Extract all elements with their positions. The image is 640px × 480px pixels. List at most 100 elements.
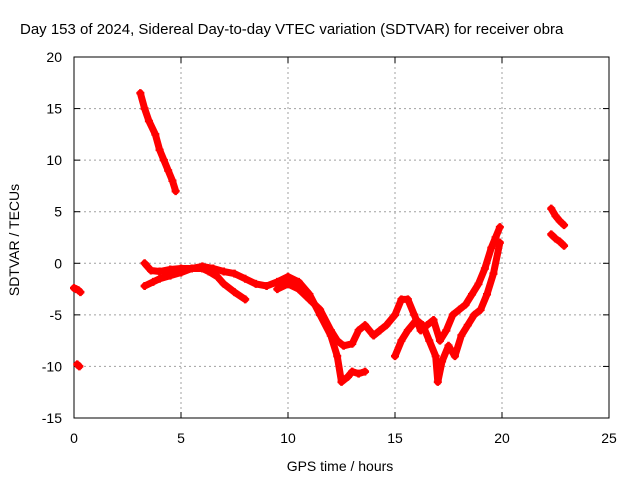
data-point bbox=[140, 281, 149, 290]
data-point bbox=[560, 221, 569, 230]
data-point bbox=[495, 238, 504, 247]
data-point bbox=[316, 305, 325, 314]
data-point bbox=[140, 259, 149, 268]
data-point bbox=[435, 336, 444, 345]
data-point bbox=[177, 268, 185, 277]
data-point bbox=[429, 316, 438, 325]
x-tick-label: 20 bbox=[494, 430, 510, 446]
data-point bbox=[412, 316, 421, 325]
x-tick-label: 5 bbox=[177, 430, 185, 446]
series-track-c bbox=[136, 89, 180, 196]
data-point bbox=[397, 336, 406, 345]
series-trace bbox=[547, 230, 568, 250]
data-point bbox=[151, 130, 160, 139]
data-point bbox=[476, 305, 485, 314]
chart-title: Day 153 of 2024, Sidereal Day-to-day VTE… bbox=[20, 21, 564, 38]
data-point bbox=[444, 341, 453, 350]
series-track-f bbox=[273, 223, 504, 350]
data-point bbox=[155, 145, 164, 154]
y-tick-label: 0 bbox=[54, 255, 62, 271]
data-point bbox=[361, 367, 370, 376]
data-point bbox=[241, 295, 250, 304]
data-point bbox=[75, 362, 84, 371]
series-track-e bbox=[140, 264, 250, 304]
data-point bbox=[213, 272, 222, 281]
data-point bbox=[337, 377, 346, 386]
data-point bbox=[230, 288, 239, 297]
data-point bbox=[343, 372, 352, 381]
data-point bbox=[491, 233, 500, 242]
data-point bbox=[187, 264, 196, 273]
data-point bbox=[333, 336, 342, 345]
data-point bbox=[348, 339, 357, 348]
data-point bbox=[425, 336, 434, 345]
data-point bbox=[487, 243, 496, 252]
data-point bbox=[547, 230, 556, 239]
data-point bbox=[204, 267, 213, 276]
series-track-h bbox=[547, 204, 569, 230]
data-point bbox=[551, 211, 560, 220]
data-point bbox=[495, 223, 504, 232]
data-point bbox=[166, 271, 175, 280]
data-point bbox=[450, 352, 459, 361]
y-axis-label: SDTVAR / TECUs bbox=[6, 184, 22, 296]
series-track-g bbox=[391, 238, 504, 386]
data-point bbox=[230, 269, 239, 278]
data-point bbox=[251, 279, 260, 288]
data-point bbox=[155, 274, 164, 283]
data-point bbox=[468, 290, 477, 299]
data-point bbox=[382, 321, 391, 330]
data-point bbox=[418, 321, 427, 330]
y-tick-label: 5 bbox=[54, 204, 62, 220]
data-point bbox=[442, 326, 451, 335]
data-point bbox=[448, 310, 457, 319]
data-series bbox=[70, 89, 569, 386]
data-point bbox=[147, 266, 156, 275]
data-point bbox=[433, 377, 442, 386]
data-point bbox=[273, 277, 282, 286]
y-tick-label: -5 bbox=[50, 307, 63, 323]
data-point bbox=[455, 305, 464, 314]
y-tick-label: 20 bbox=[46, 49, 62, 65]
data-point bbox=[431, 352, 440, 361]
data-point bbox=[461, 300, 470, 309]
data-point bbox=[136, 89, 145, 98]
data-point bbox=[547, 204, 556, 213]
x-tick-label: 10 bbox=[280, 430, 296, 446]
y-tick-label: -15 bbox=[42, 410, 62, 426]
data-point bbox=[483, 290, 492, 299]
data-point bbox=[555, 237, 564, 246]
data-point bbox=[171, 187, 180, 196]
data-point bbox=[76, 288, 85, 297]
series-track-a bbox=[70, 284, 85, 297]
data-point bbox=[219, 279, 228, 288]
data-point bbox=[489, 269, 498, 278]
data-point bbox=[348, 367, 357, 376]
data-point bbox=[361, 321, 370, 330]
data-point bbox=[391, 352, 399, 361]
data-point bbox=[354, 326, 363, 335]
data-point bbox=[144, 116, 153, 125]
data-point bbox=[391, 310, 399, 319]
data-point bbox=[474, 279, 483, 288]
data-point bbox=[438, 357, 447, 366]
axis-ticks: 0 5 10 15 20 25 -15 -10 -5 0 5 10 15 20 bbox=[42, 49, 617, 446]
y-tick-label: 15 bbox=[46, 101, 62, 117]
y-tick-label: 10 bbox=[46, 152, 62, 168]
data-point bbox=[294, 277, 303, 286]
data-point bbox=[262, 281, 271, 290]
plot-frame bbox=[73, 56, 610, 419]
data-point bbox=[149, 277, 158, 286]
series-trace bbox=[547, 205, 568, 229]
x-tick-label: 15 bbox=[387, 430, 403, 446]
data-point bbox=[155, 267, 164, 276]
x-axis-label: GPS time / hours bbox=[287, 458, 394, 474]
data-point bbox=[463, 321, 472, 330]
data-point bbox=[354, 369, 363, 378]
data-point bbox=[159, 156, 168, 165]
data-point bbox=[480, 264, 489, 273]
data-point bbox=[164, 166, 173, 175]
data-point bbox=[555, 216, 564, 225]
data-point bbox=[284, 279, 292, 288]
data-point bbox=[403, 326, 412, 335]
